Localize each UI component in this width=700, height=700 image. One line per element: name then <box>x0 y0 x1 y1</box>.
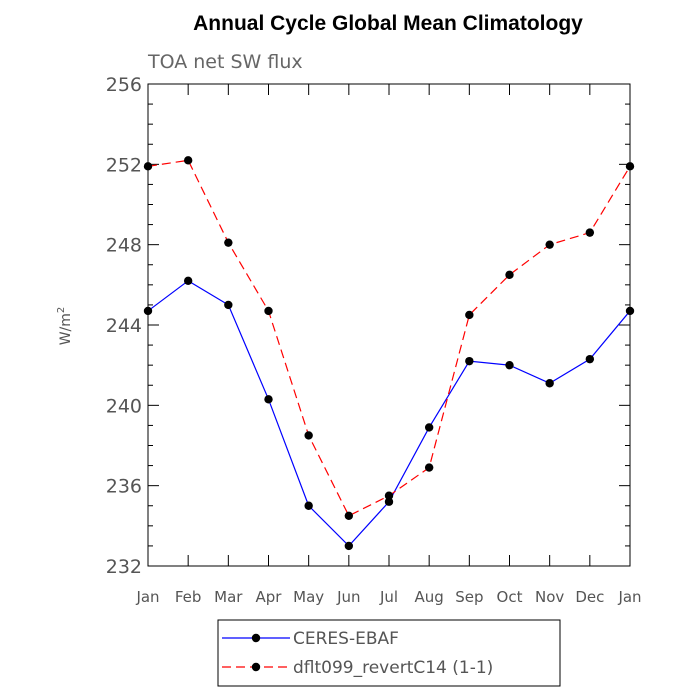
y-tick-label: 232 <box>106 556 142 578</box>
data-point <box>224 238 233 247</box>
y-tick-label: 236 <box>106 476 142 498</box>
x-tick-label: Sep <box>455 588 483 606</box>
data-point <box>344 541 354 551</box>
data-point <box>344 511 354 520</box>
y-tick-label: 256 <box>106 74 142 96</box>
data-point <box>625 306 635 316</box>
legend-item-2: dflt099_revertC14 (1-1) <box>222 658 493 678</box>
legend-item-1: CERES-EBAF <box>222 629 399 649</box>
data-point <box>264 306 273 316</box>
x-tick-label: Feb <box>175 588 202 606</box>
data-point <box>585 354 595 364</box>
data-point <box>545 379 554 388</box>
y-tick-label: 240 <box>106 395 142 417</box>
data-point <box>384 491 394 500</box>
series-layer <box>143 156 635 551</box>
chart-title: Annual Cycle Global Mean Climatology <box>193 12 583 35</box>
x-tick-label: May <box>293 588 324 606</box>
x-tick-label: Jan <box>617 588 641 606</box>
y-axis-label-sup: 2 <box>56 307 67 313</box>
y-tick-label: 244 <box>106 315 142 337</box>
y-axis-label-base: W/m <box>58 313 74 345</box>
data-point <box>585 228 595 237</box>
x-tick-labels: Jan Feb Mar Apr May Jun Jul Aug Sep Oct Nov Dec Jan <box>135 588 641 606</box>
x-tick-label: Dec <box>575 588 604 606</box>
data-point <box>304 431 313 440</box>
legend-box <box>217 619 561 687</box>
legend-label: dflt099_revertC14 (1-1) <box>293 658 493 678</box>
axis-ticks <box>147 83 631 567</box>
legend-label: CERES-EBAF <box>293 629 399 649</box>
series-line <box>147 280 631 547</box>
x-tick-label: Mar <box>214 588 243 606</box>
series-line <box>147 159 631 517</box>
y-tick-labels: 232 236 240 244 248 252 256 <box>106 74 142 578</box>
data-point <box>264 395 273 404</box>
data-point <box>304 501 313 510</box>
x-tick-label: Jun <box>336 588 360 606</box>
data-point <box>424 423 434 432</box>
series-2 <box>143 156 635 520</box>
data-point <box>384 497 394 506</box>
legend-marker <box>251 662 261 672</box>
x-tick-label: Oct <box>497 588 523 606</box>
y-tick-label: 252 <box>106 154 142 176</box>
x-tick-label: Apr <box>256 588 283 606</box>
data-point <box>143 162 153 171</box>
chart-subtitle: TOA net SW flux <box>147 51 303 73</box>
legend: CERES-EBAF dflt099_revertC14 (1-1) <box>222 629 493 678</box>
data-point <box>545 240 554 249</box>
y-axis-label: W/m2 <box>56 307 74 346</box>
x-tick-label: Aug <box>415 588 444 606</box>
data-point <box>224 300 233 310</box>
data-point <box>465 356 474 366</box>
data-point <box>143 306 153 316</box>
data-point <box>625 162 635 171</box>
x-tick-label: Jul <box>379 588 398 606</box>
data-point <box>505 360 514 370</box>
data-point <box>424 463 434 472</box>
x-tick-label: Nov <box>535 588 564 606</box>
x-tick-label: Jan <box>135 588 159 606</box>
data-point <box>183 276 193 286</box>
data-point <box>465 310 474 320</box>
series-1 <box>143 276 635 551</box>
data-point <box>183 156 193 165</box>
y-tick-label: 248 <box>106 235 142 257</box>
data-point <box>505 270 514 279</box>
legend-marker <box>251 633 261 643</box>
